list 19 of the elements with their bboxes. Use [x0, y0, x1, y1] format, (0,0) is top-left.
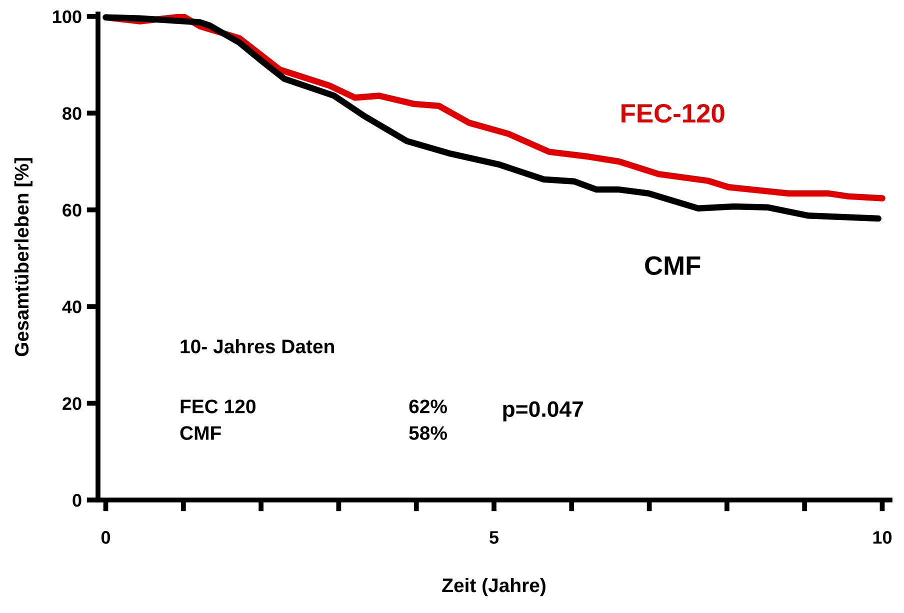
- series-label: FEC-120: [622, 104, 724, 123]
- x-tick-label: 10: [873, 531, 892, 544]
- y-tick-label: 100: [53, 10, 82, 24]
- y-axis-title: Gesamtüberleben [%]: [14, 158, 32, 356]
- annotation: FEC 120: [180, 400, 256, 414]
- x-tick-label: 0: [101, 531, 110, 544]
- annotation: 58%: [409, 426, 447, 440]
- annotation: p=0.047: [503, 401, 583, 422]
- series-label: CMF: [645, 256, 700, 275]
- annotation: 10- Jahres Daten: [180, 339, 334, 354]
- y-tick-label: 0: [72, 494, 82, 507]
- annotation: CMF: [180, 426, 221, 440]
- x-axis-title: Zeit (Jahre): [442, 578, 546, 596]
- y-tick-label: 60: [62, 204, 82, 217]
- annotation: 62%: [409, 400, 447, 414]
- x-tick-label: 5: [490, 531, 499, 544]
- y-tick-label: 80: [62, 107, 82, 120]
- y-tick-label: 40: [62, 300, 82, 314]
- y-tick-label: 20: [62, 397, 82, 410]
